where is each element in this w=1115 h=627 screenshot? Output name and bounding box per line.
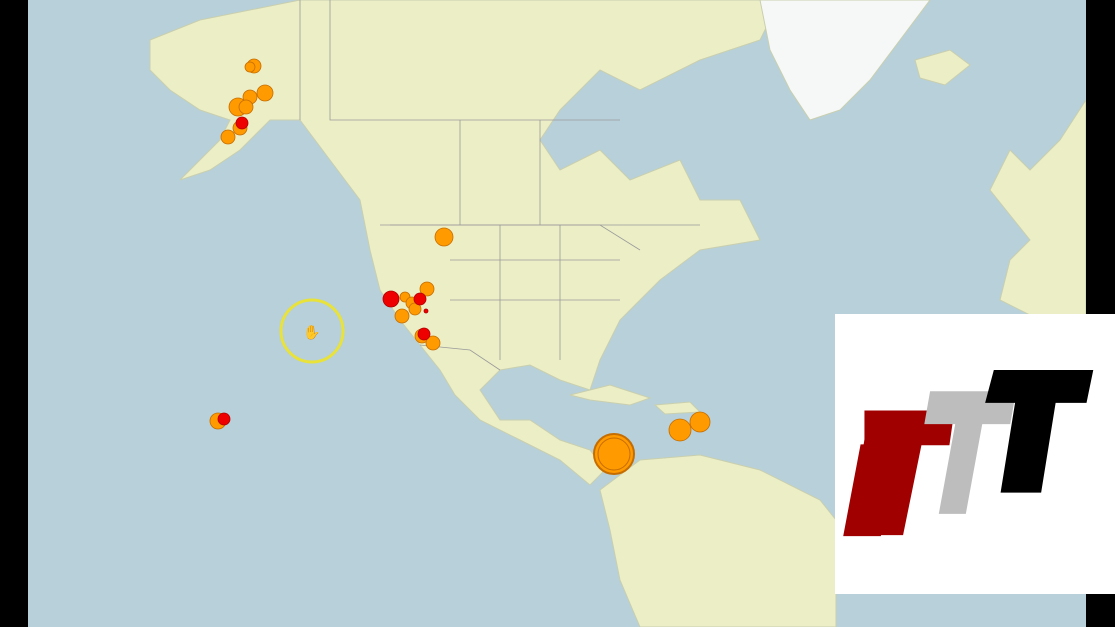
earthquake-marker-orange[interactable] — [425, 335, 441, 351]
earthquake-marker-red[interactable] — [382, 290, 400, 308]
earthquake-marker-red[interactable] — [423, 308, 429, 314]
earthquake-markers — [209, 58, 711, 475]
earthquake-marker-orange[interactable] — [593, 433, 635, 475]
borders — [299, 0, 700, 371]
earthquake-marker-orange[interactable] — [434, 227, 454, 247]
cuba — [569, 384, 652, 406]
earthquake-marker-red[interactable] — [217, 412, 231, 426]
ttt-logo-icon — [843, 370, 1094, 537]
earthquake-marker-orange[interactable] — [256, 84, 274, 102]
cursor-highlight: ✋ — [279, 298, 345, 364]
earthquake-marker-orange[interactable] — [419, 281, 435, 297]
earthquake-marker-orange[interactable] — [220, 129, 236, 145]
hand-pointer-icon: ✋ — [303, 324, 320, 341]
earthquake-marker-red[interactable] — [417, 327, 431, 341]
land — [149, 0, 1086, 627]
earthquake-marker-ring — [597, 437, 631, 471]
earthquake-marker-orange[interactable] — [668, 418, 692, 442]
earthquake-marker-red[interactable] — [413, 292, 427, 306]
channel-logo — [835, 314, 1115, 594]
earthquake-marker-red[interactable] — [235, 116, 249, 130]
earthquake-map[interactable]: ✋ — [28, 0, 1086, 627]
earthquake-marker-orange[interactable] — [689, 411, 711, 433]
earthquake-marker-orange[interactable] — [238, 99, 254, 115]
cursor-ring — [279, 298, 345, 364]
greenland — [759, 0, 931, 121]
iceland — [914, 49, 971, 86]
earthquake-marker-orange[interactable] — [408, 302, 422, 316]
earthquake-marker-orange[interactable] — [394, 308, 410, 324]
earthquake-marker-orange[interactable] — [244, 61, 256, 73]
